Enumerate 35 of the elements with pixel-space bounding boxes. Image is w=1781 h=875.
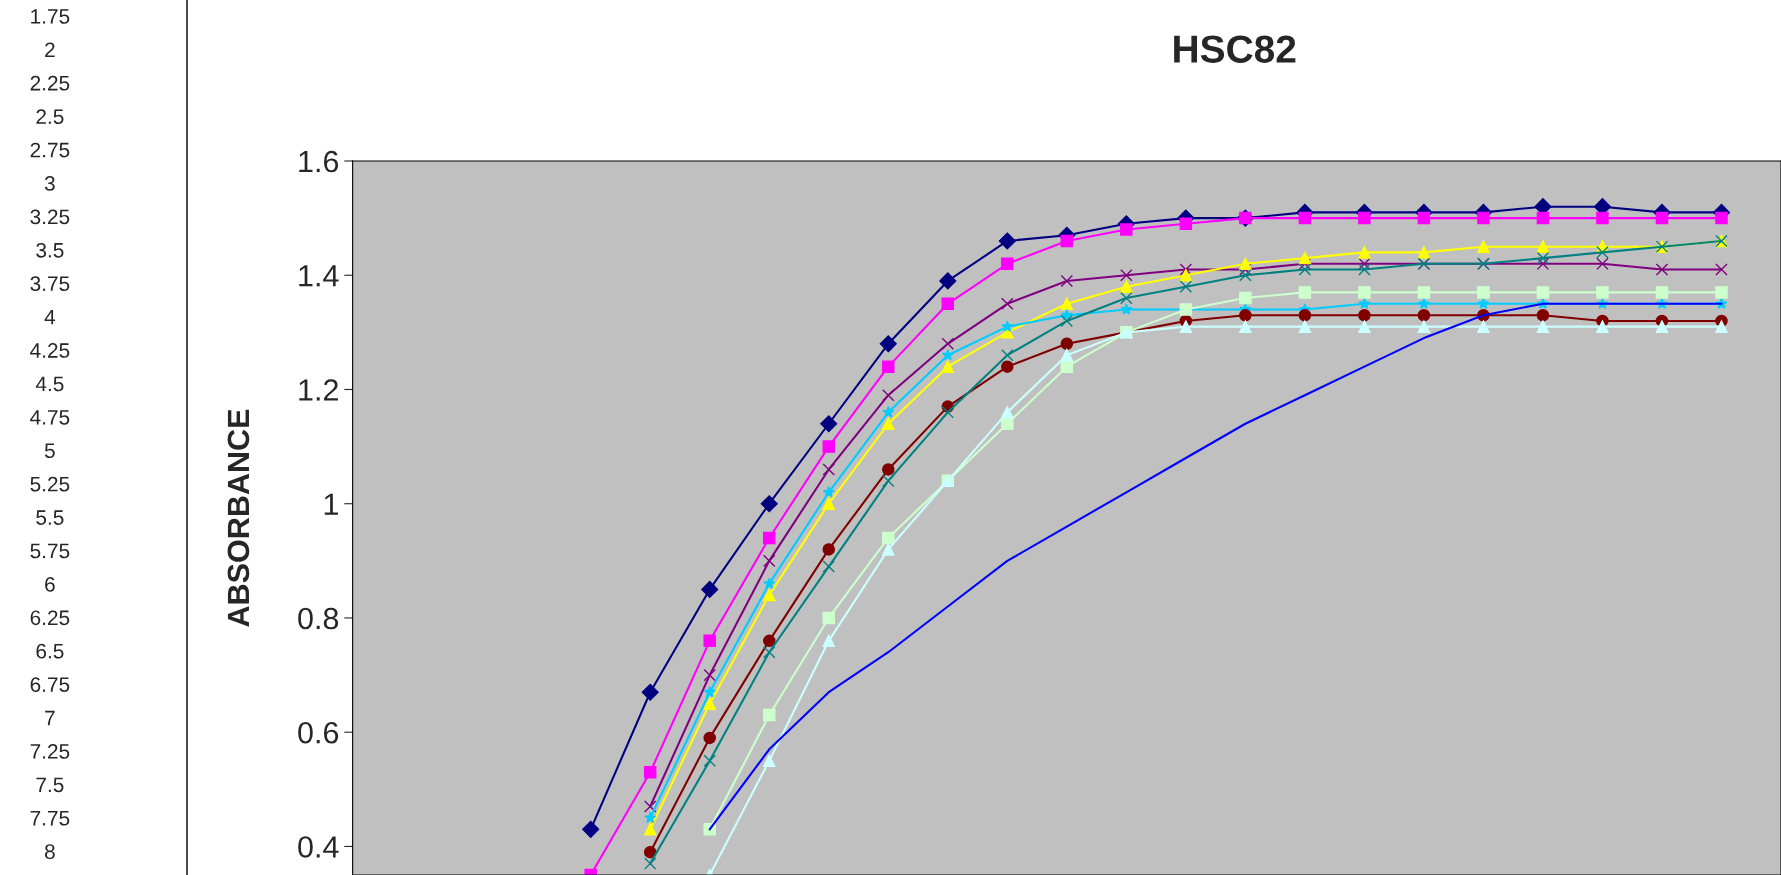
text: 4.25	[30, 343, 70, 358]
text: 6.25	[30, 610, 70, 626]
text: 3.5	[36, 242, 64, 258]
text: 3.25	[30, 209, 70, 225]
text: 6	[45, 576, 55, 592]
text: 7.25	[30, 744, 70, 759]
y-tick-label: 0.6	[298, 721, 339, 744]
text: 3	[44, 176, 55, 191]
text: 4.5	[35, 376, 64, 392]
text: 5	[44, 443, 55, 459]
text: 2.25	[30, 75, 70, 91]
text: 5.75	[30, 543, 70, 559]
text: 5.5	[36, 510, 64, 525]
y-tick-label: 0.4	[298, 836, 339, 858]
text: 6.5	[36, 643, 64, 659]
text: 8	[44, 844, 55, 859]
text: 2	[45, 42, 55, 57]
chart-title: HSC82	[1174, 35, 1296, 63]
y-tick-label: 1.2	[299, 379, 338, 401]
text: 2.5	[36, 109, 64, 124]
text: 2.75	[30, 142, 70, 158]
text: 4	[44, 309, 56, 325]
y-tick-label: 0.8	[298, 607, 339, 630]
y-tick-label: 1.6	[299, 150, 339, 173]
text: 1.75	[31, 9, 70, 24]
y-axis-title: ABSORBANCE	[227, 409, 250, 627]
y-tick-label: 1	[324, 493, 338, 515]
text: 7	[45, 710, 55, 726]
y-tick-label: 1.4	[299, 265, 339, 287]
text: 5.25	[30, 476, 70, 492]
text: 6.75	[30, 677, 70, 692]
text: 7.5	[36, 777, 64, 793]
text: 4.75	[30, 410, 70, 425]
text: 3.75	[30, 276, 70, 292]
text: 7.75	[30, 811, 70, 826]
